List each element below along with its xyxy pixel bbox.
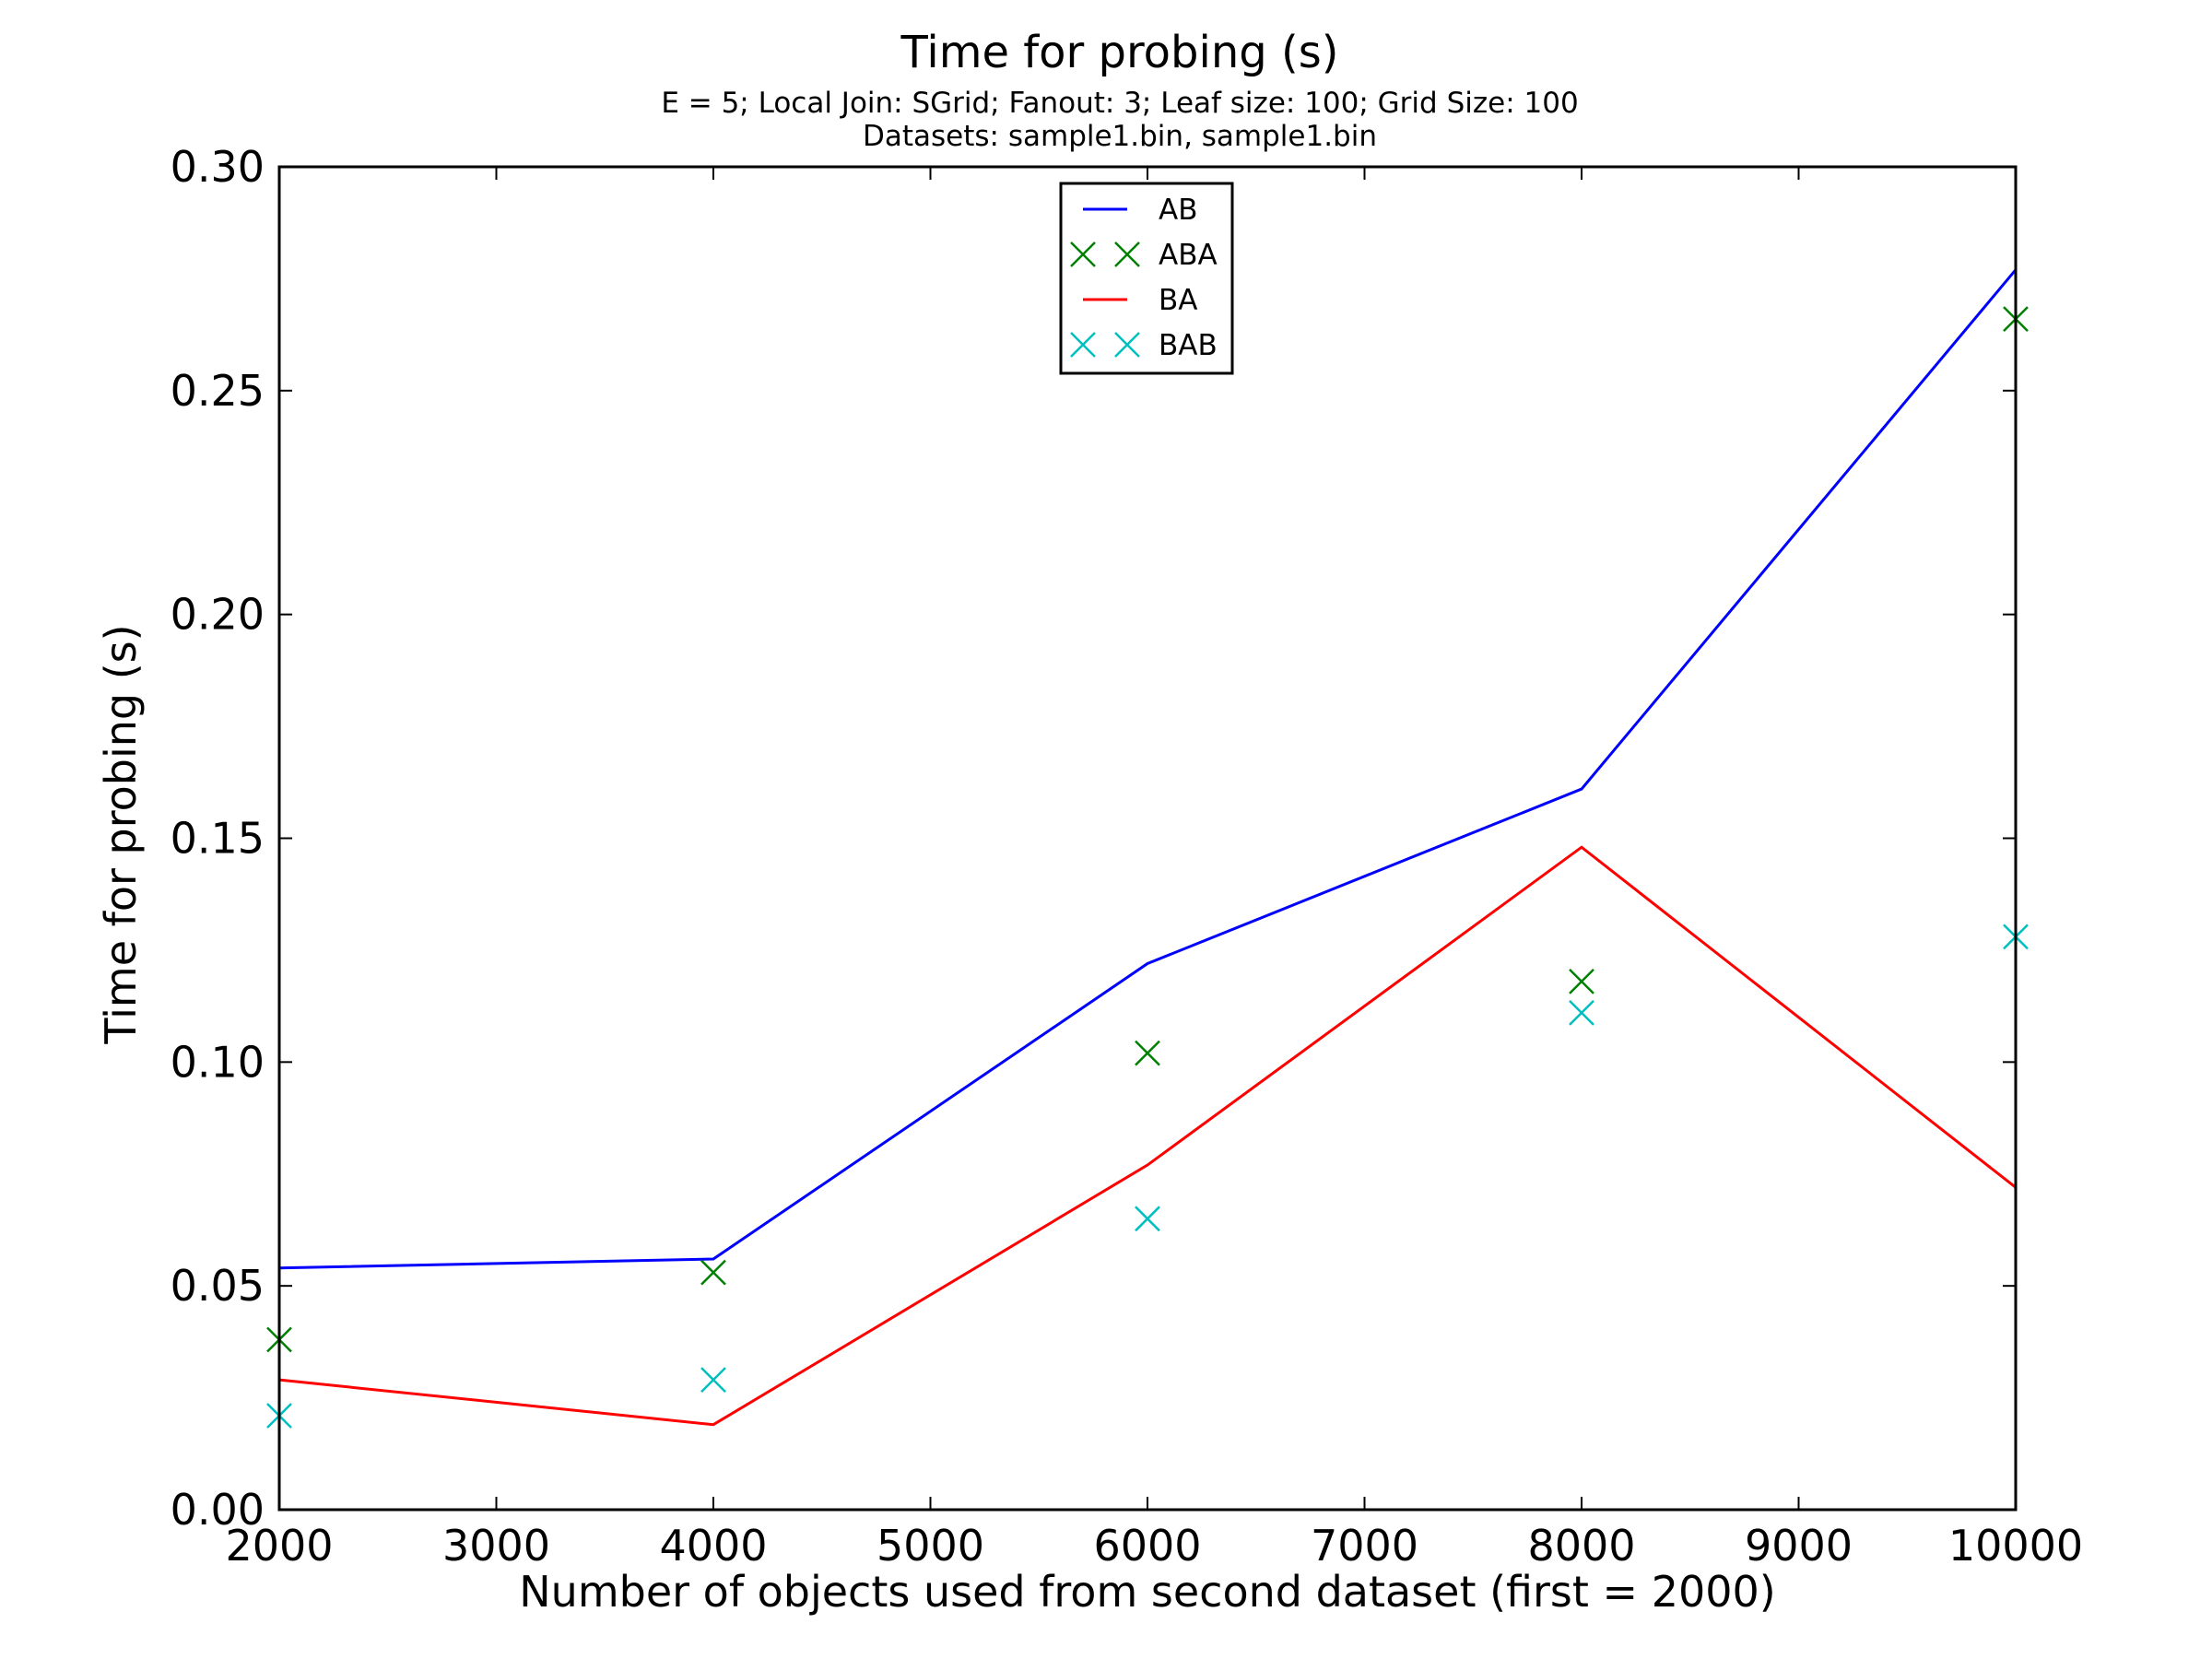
chart-subtitle-line-2: Datasets: sample1.bin, sample1.bin <box>863 120 1377 153</box>
x-axis-label: Number of objects used from second datas… <box>519 1567 1775 1617</box>
legend-label-ab: AB <box>1159 194 1197 227</box>
legend-swatch-bab <box>1070 332 1096 358</box>
x-tick-label: 2000 <box>225 1521 333 1571</box>
chart-title: Time for probing (s) <box>900 27 1339 78</box>
y-tick-label: 0.00 <box>171 1485 265 1535</box>
y-tick-label: 0.30 <box>171 142 265 192</box>
series-layer <box>266 268 2029 1429</box>
legend-label-aba: ABA <box>1159 239 1218 272</box>
x-tick-label: 7000 <box>1311 1521 1418 1571</box>
y-tick-label: 0.10 <box>171 1037 265 1087</box>
x-tick-label: 5000 <box>877 1521 984 1571</box>
legend-label-ba: BA <box>1159 284 1197 317</box>
axis-ticks: 2000 3000 4000 5000 6000 7000 8000 9000 10000 0.0… <box>171 142 2084 1571</box>
series-marker-bab <box>1135 1206 1160 1232</box>
series-marker-aba <box>700 1259 726 1286</box>
y-tick-label: 0.05 <box>171 1261 265 1311</box>
y-tick-label: 0.25 <box>171 366 265 416</box>
series-marker-aba <box>1135 1040 1160 1066</box>
series-marker-bab <box>1569 1000 1594 1026</box>
x-tick-label: 8000 <box>1527 1521 1635 1571</box>
x-tick-label: 4000 <box>659 1521 767 1571</box>
legend-swatch-bab <box>1114 332 1140 358</box>
series-line-ba <box>278 845 2017 1427</box>
y-axis-label: Time for probing (s) <box>96 624 146 1044</box>
x-tick-label: 6000 <box>1093 1521 1201 1571</box>
legend-label-bab: BAB <box>1159 329 1218 362</box>
y-tick-label: 0.20 <box>171 590 265 640</box>
x-tick-label: 9000 <box>1745 1521 1853 1571</box>
series-line-ab <box>278 268 2018 1270</box>
series-marker-aba <box>1569 969 1594 994</box>
legend-box <box>1059 182 1234 375</box>
x-tick-label: 10000 <box>1948 1521 2083 1571</box>
series-marker-bab <box>700 1367 726 1394</box>
chart-subtitle-line-1: E = 5; Local Join: SGrid; Fanout: 3; Lea… <box>661 87 1578 120</box>
x-tick-label: 3000 <box>442 1521 550 1571</box>
legend-swatch-aba <box>1114 241 1140 267</box>
y-tick-label: 0.15 <box>171 814 265 864</box>
legend-swatch-aba <box>1070 241 1096 267</box>
